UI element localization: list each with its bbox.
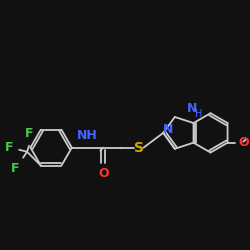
Text: H: H [196,109,203,119]
Text: S: S [134,140,144,154]
Text: N: N [187,102,198,115]
Text: F: F [11,162,19,174]
Text: F: F [25,127,33,140]
Text: N: N [162,123,173,136]
Text: F: F [5,141,13,154]
Text: O: O [98,167,108,180]
Text: NH: NH [77,129,98,142]
Text: O: O [238,136,249,149]
